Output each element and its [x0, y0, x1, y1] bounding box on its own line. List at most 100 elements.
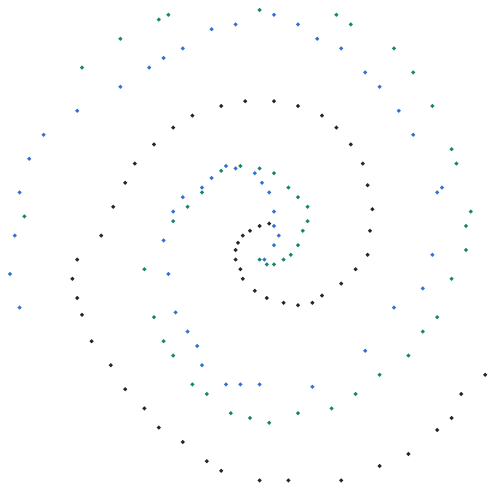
- scatter-point: [204, 391, 209, 397]
- scatter-point: [271, 243, 277, 248]
- scatter-point: [219, 168, 224, 173]
- scatter-point: [204, 459, 209, 464]
- scatter-point: [156, 425, 161, 430]
- scatter-point: [271, 171, 277, 176]
- scatter-point: [75, 257, 80, 262]
- scatter-point: [223, 163, 229, 169]
- scatter-point: [370, 207, 375, 212]
- scatter-point: [300, 228, 305, 233]
- scatter-point: [430, 103, 435, 109]
- scatter-point: [435, 427, 440, 433]
- scatter-point: [142, 406, 147, 411]
- scatter-point: [142, 267, 147, 272]
- scatter-point: [247, 228, 253, 233]
- scatter-point: [123, 180, 128, 185]
- scatter-point: [353, 267, 358, 272]
- scatter-point: [123, 387, 128, 392]
- scatter-point: [199, 185, 205, 190]
- scatter-point: [310, 384, 315, 389]
- scatter-point: [348, 22, 353, 27]
- scatter-point: [363, 348, 368, 353]
- scatter-point: [247, 415, 253, 421]
- scatter-point: [271, 99, 277, 104]
- scatter-point: [365, 252, 370, 257]
- scatter-point: [288, 252, 293, 257]
- scatter-point: [281, 300, 286, 305]
- scatter-point: [295, 22, 301, 27]
- scatter-point: [334, 125, 339, 130]
- scatter-point: [22, 214, 27, 219]
- scatter-point: [243, 99, 248, 104]
- scatter-point: [363, 70, 368, 75]
- scatter-point: [396, 108, 401, 113]
- scatter-point: [240, 233, 245, 238]
- scatter-point: [79, 65, 85, 70]
- scatter-point: [295, 195, 301, 200]
- scatter-point: [171, 125, 176, 130]
- scatter-point: [75, 108, 80, 113]
- scatter-point: [391, 305, 397, 310]
- scatter-point: [209, 27, 214, 32]
- scatter-point: [271, 209, 277, 214]
- scatter-point: [264, 262, 269, 267]
- scatter-point: [449, 415, 454, 421]
- scatter-point: [271, 262, 277, 267]
- scatter-point: [147, 65, 152, 70]
- scatter-point: [353, 391, 358, 397]
- scatter-point: [365, 183, 370, 188]
- scatter-point: [70, 276, 75, 281]
- scatter-point: [449, 276, 454, 281]
- scatter-point: [454, 161, 459, 166]
- scatter-point: [195, 343, 200, 349]
- scatter-point: [89, 339, 94, 344]
- scatter-point: [180, 195, 185, 200]
- scatter-point: [406, 451, 411, 457]
- scatter-point: [315, 36, 320, 41]
- scatter-point: [262, 257, 267, 262]
- scatter-point: [271, 12, 277, 17]
- scatter-point: [339, 281, 344, 286]
- scatter-point: [257, 223, 262, 229]
- scatter-point: [267, 420, 272, 425]
- scatter-point: [190, 382, 195, 387]
- scatter-point: [295, 411, 301, 416]
- scatter-point: [377, 463, 382, 469]
- scatter-point: [377, 372, 382, 377]
- scatter-point: [276, 233, 281, 238]
- scatter-point: [190, 113, 195, 118]
- scatter-point: [161, 55, 166, 61]
- plot-area: [7, 7, 488, 483]
- scatter-point: [173, 310, 178, 315]
- scatter-point: [435, 315, 440, 320]
- scatter-point: [264, 295, 269, 301]
- scatter-point: [27, 156, 32, 161]
- scatter-point: [449, 147, 454, 152]
- scatter-point: [185, 329, 190, 334]
- scatter-point: [238, 163, 243, 169]
- scatter-point: [286, 185, 291, 190]
- scatter-point: [305, 204, 310, 209]
- scatter-point: [233, 22, 238, 27]
- scatter-point: [7, 271, 13, 277]
- scatter-point: [257, 166, 262, 171]
- scatter-point: [108, 363, 113, 368]
- scatter-point: [118, 36, 123, 41]
- scatter-point: [199, 190, 205, 195]
- scatter-point: [12, 233, 17, 238]
- scatter-point: [240, 276, 245, 281]
- scatter-point: [430, 252, 435, 257]
- series-1: [7, 12, 445, 389]
- scatter-point: [79, 312, 85, 317]
- scatter-point: [171, 353, 176, 358]
- scatter-point: [339, 46, 344, 51]
- scatter-point: [99, 233, 104, 238]
- scatter-point: [295, 303, 301, 308]
- scatter-point: [219, 103, 224, 109]
- scatter-point: [199, 363, 205, 368]
- scatter-point: [319, 113, 325, 118]
- scatter-point: [310, 300, 315, 305]
- scatter-point: [295, 243, 301, 248]
- scatter-point: [267, 190, 272, 195]
- scatter-point: [233, 166, 238, 171]
- scatter-point: [259, 180, 265, 185]
